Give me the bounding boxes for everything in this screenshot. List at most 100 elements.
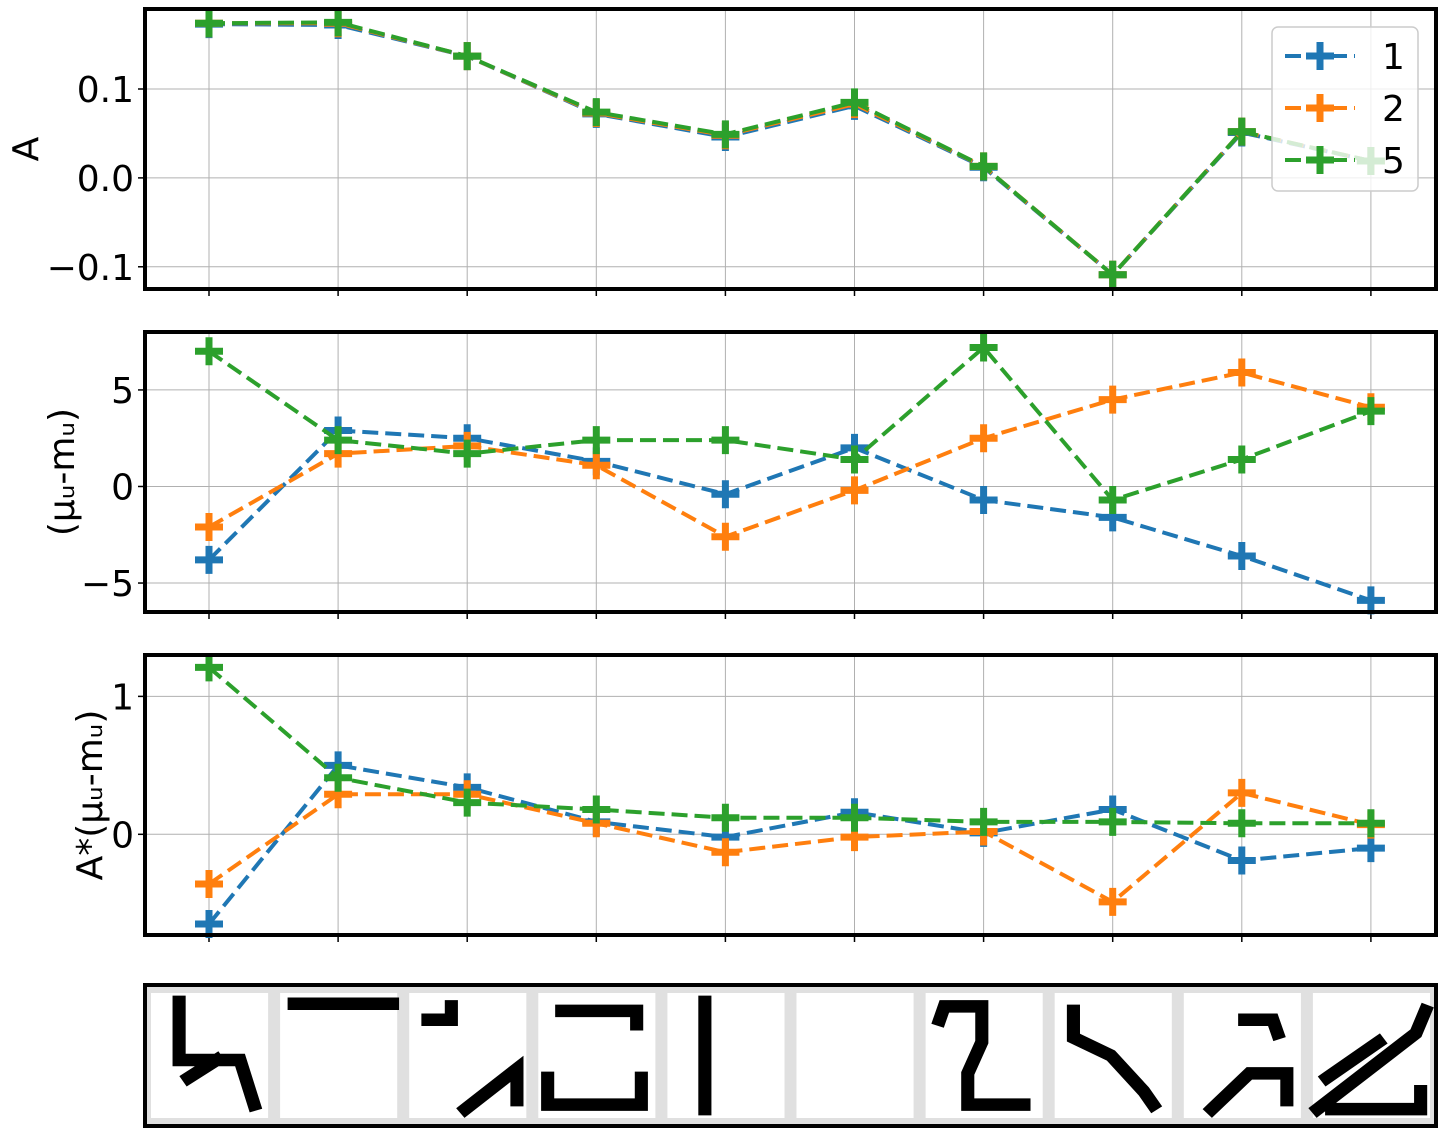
data-point-series-5 (1098, 807, 1127, 836)
data-point-series-1 (195, 545, 223, 574)
y-tick-label: 0.1 (77, 70, 134, 111)
data-point-series-5 (195, 9, 223, 38)
panel-2: 5 0 −5 (μᵤ-mᵤ) (42, 330, 1438, 619)
plot-frame (143, 653, 1438, 937)
digit-thumbnail (925, 993, 1043, 1118)
data-point-series-5 (840, 803, 869, 832)
digit-thumbnail (151, 993, 269, 1118)
data-point-series-2 (711, 522, 740, 551)
series-line-1 (207, 428, 1372, 603)
digit-stroke (541, 1004, 648, 1111)
y-axis-label: A*(μᵤ-mᵤ) (70, 710, 111, 881)
digit-thumbnail (667, 993, 785, 1118)
data-point-series-2 (195, 869, 223, 898)
data-point-series-5 (1098, 486, 1127, 514)
series-line-2 (208, 370, 1372, 539)
data-point-series-2 (195, 513, 223, 542)
series-line-5 (207, 344, 1372, 503)
series-line-1 (208, 22, 1372, 278)
y-tick-label: −5 (81, 564, 134, 605)
data-point-series-2 (1098, 887, 1127, 916)
data-point-series-1 (711, 480, 740, 509)
thumbnail-background (667, 993, 785, 1118)
data-point-series-1 (1356, 834, 1385, 863)
data-point-series-5 (840, 445, 869, 474)
data-point-series-5 (711, 803, 740, 832)
y-axis-label: (μᵤ-mᵤ) (42, 408, 83, 536)
thumbnail-background (796, 993, 914, 1118)
image-strip (143, 983, 1438, 1128)
data-point-series-5 (582, 426, 611, 455)
legend-entry: 2 (1382, 89, 1405, 130)
data-point-series-5 (711, 426, 740, 455)
digit-thumbnail (1054, 993, 1172, 1118)
data-point-series-5 (1356, 809, 1385, 838)
digit-stroke (172, 995, 263, 1113)
data-point-series-5 (1227, 445, 1256, 474)
data-point-series-5 (969, 333, 998, 362)
data-point-series-5 (582, 98, 611, 127)
plot-frame (143, 330, 1438, 614)
digit-stroke (421, 1000, 524, 1118)
data-point-series-1 (1227, 846, 1256, 875)
series-line-5 (207, 665, 1371, 826)
panel-1: 0.1 0.0 −0.1 A 1 2 5 (6, 7, 1438, 296)
y-tick-label: 0 (111, 467, 134, 508)
data-point-series-5 (1227, 809, 1256, 838)
data-point-series-2 (1227, 778, 1256, 807)
plot-frame (143, 7, 1438, 291)
digit-thumbnail (538, 993, 656, 1118)
data-point-series-5 (582, 795, 611, 824)
data-point-series-5 (453, 788, 482, 817)
digit-stroke (1202, 1013, 1294, 1118)
y-tick-label: −0.1 (47, 248, 134, 289)
legend-marker (1306, 42, 1334, 70)
digit-thumbnail (409, 993, 527, 1118)
data-point-series-1 (969, 486, 998, 514)
panel-3: 1 0A*(μᵤ-mᵤ) (70, 653, 1438, 942)
digit-stroke (1308, 1002, 1434, 1118)
data-point-series-1 (1227, 542, 1256, 570)
data-point-series-2 (1098, 385, 1127, 414)
data-point-series-5 (1356, 397, 1385, 426)
digit-stroke (1066, 1004, 1163, 1114)
data-point-series-5 (1227, 117, 1256, 146)
legend-marker (1306, 146, 1334, 174)
data-point-series-2 (969, 424, 998, 453)
y-tick-label: 5 (111, 371, 134, 412)
series-line-2 (207, 790, 1372, 905)
series-line-1 (207, 763, 1372, 926)
data-point-series-2 (1227, 358, 1256, 387)
data-point-series-5 (969, 152, 998, 181)
thumbnail-background (280, 993, 398, 1118)
digit-thumbnail (280, 993, 400, 1118)
data-point-series-2 (840, 476, 869, 505)
series-line-5 (208, 20, 1372, 278)
y-tick-label: 1 (111, 677, 134, 718)
y-tick-label: 0.0 (77, 159, 134, 200)
data-point-series-2 (582, 451, 611, 480)
data-point-series-5 (324, 763, 353, 792)
legend: 1 2 5 (1271, 26, 1419, 192)
y-axis-label: A (6, 136, 47, 161)
data-point-series-5 (324, 426, 353, 455)
y-tick-label: 0 (111, 815, 134, 856)
legend-entry: 5 (1382, 141, 1405, 182)
data-point-series-5 (453, 439, 482, 468)
data-point-series-5 (195, 337, 223, 366)
data-point-series-2 (711, 838, 740, 867)
data-point-series-5 (711, 120, 740, 149)
data-point-series-5 (1098, 260, 1127, 289)
digit-thumbnail (1308, 993, 1434, 1118)
data-point-series-5 (324, 8, 353, 37)
data-point-series-1 (1356, 586, 1385, 615)
digit-thumbnail (796, 993, 914, 1118)
data-point-series-5 (195, 653, 223, 682)
legend-marker (1306, 94, 1334, 122)
data-point-series-5 (840, 88, 869, 117)
digit-stroke (931, 1000, 1031, 1111)
digit-thumbnail (1183, 993, 1301, 1118)
legend-entry: 1 (1382, 37, 1405, 78)
data-point-series-5 (969, 807, 998, 836)
